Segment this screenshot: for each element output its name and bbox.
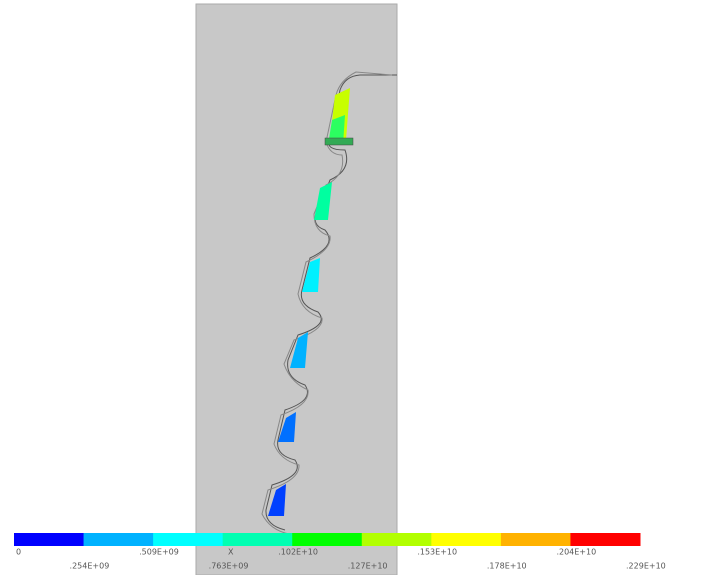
legend-band [84,533,154,546]
legend-label: .178E+10 [487,562,527,571]
legend-label: 0 [16,548,21,557]
legend-band [362,533,432,546]
legend-label: .204E+10 [556,548,596,557]
legend-label: .763E+09 [209,562,249,571]
legend-label: .153E+10 [417,548,457,557]
contour-plot: X 0 .254E+09 .509E+09 .763E+09 .102E+10 .127E… [0,0,702,575]
legend-label: .509E+09 [139,548,179,557]
legend-label: .102E+10 [278,548,318,557]
legend-band [153,533,223,546]
legend-band [14,533,84,546]
legend-band [570,533,640,546]
model-domain [196,4,397,575]
legend-band [431,533,501,546]
legend-band [292,533,362,546]
triad-label: X [228,548,234,557]
result-view: X 0 .254E+09 .509E+09 .763E+09 .102E+10 .127E… [0,0,702,575]
legend-label: .229E+10 [626,562,666,571]
legend-label: .127E+10 [348,562,388,571]
legend-band [501,533,571,546]
legend-band [223,533,293,546]
legend-label: .254E+09 [70,562,110,571]
